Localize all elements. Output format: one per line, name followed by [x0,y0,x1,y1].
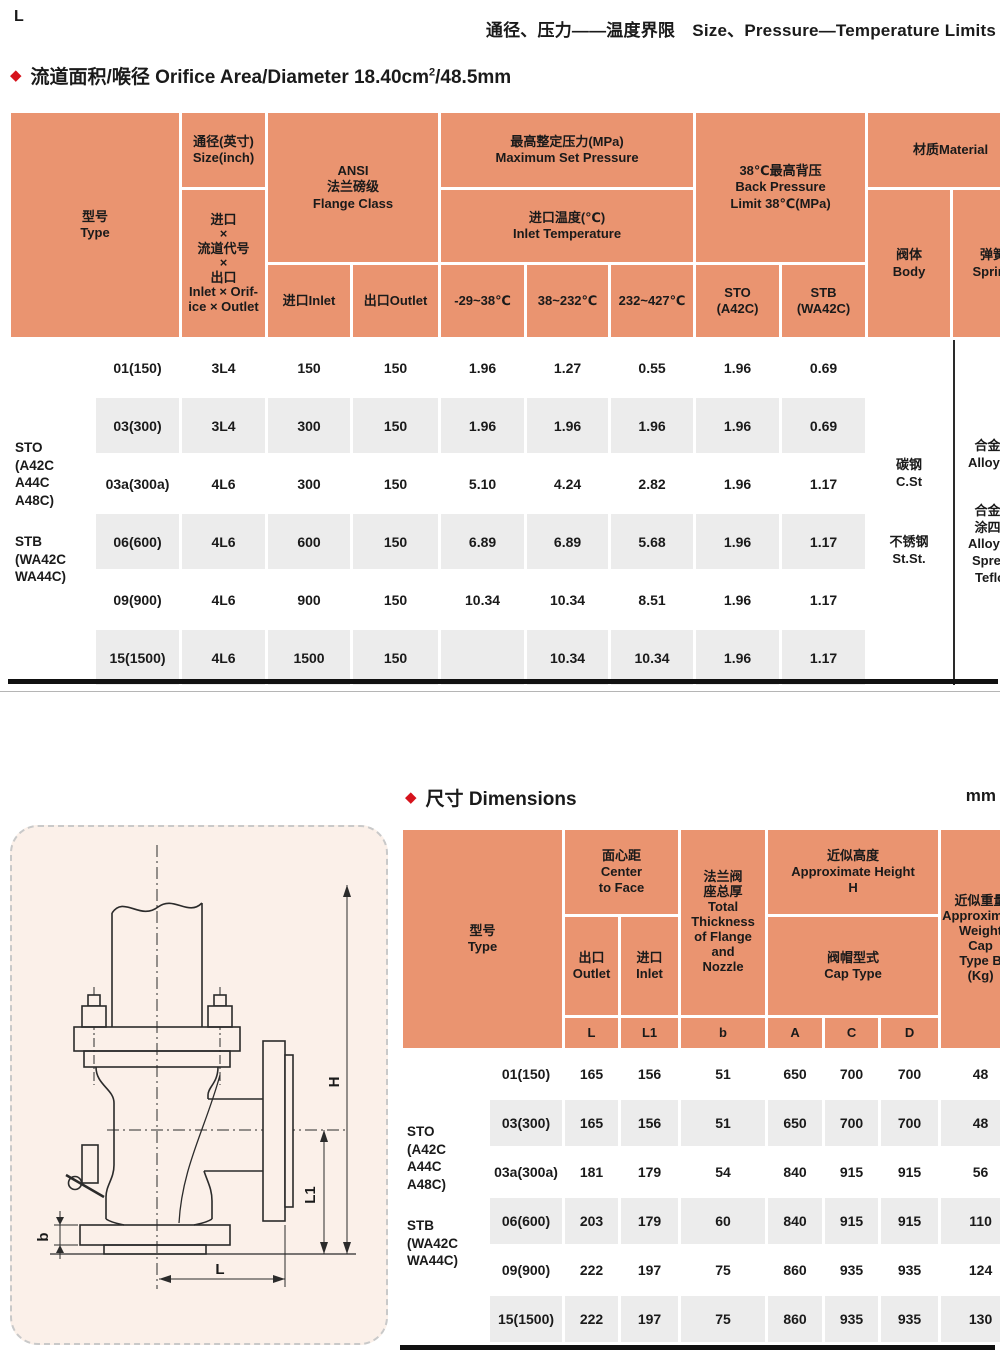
valve-drawing: H L1 L b [35,845,356,1289]
t2-h-C: C [825,1018,879,1048]
page-corner-label: L [14,8,24,25]
t1-h-inlet-temp: 进口温度(℃) Inlet Temperature [441,190,694,262]
dim-label-l: L [215,1261,224,1278]
t1-h-t2: 38~232℃ [527,265,609,337]
dimensions-table: 型号 Type 面心距 Center to Face 法兰阀 座总厚 Total… [400,827,1000,1345]
t1-h-outlet: 出口Outlet [353,265,439,337]
table-row: STO (A42C A44C A48C) STB (WA42C WA44C) 0… [403,1051,1000,1342]
table-row: 03a(300a) 181 179 54 840 915 915 56 [403,1149,1000,1195]
t1-h-spring: 弹簧 Spring [953,190,1000,337]
t1-h-stb: STB (WA42C) [782,265,866,337]
t1-group-labels: STO (A42C A44C A48C) STB (WA42C WA44C) [11,340,93,685]
section1-title: 流道面积/喉径 Orifice Area/Diameter 18.40cm2/4… [30,66,512,88]
section2-heading: ◆ 尺寸 Dimensions [405,784,577,811]
t1-material-body: 碳钢 C.St 不锈钢 St.St. [868,340,951,685]
divider-rule [0,691,1000,692]
group-sto-label: STO (A42C A44C A48C) [407,1124,447,1192]
t2-h-weight: 近似重量 Approximate Weight Cap Type B (Kg) [941,830,1000,1048]
t1-h-size: 通径(英寸) Size(inch) [182,113,266,187]
dim-label-l1: L1 [302,1186,319,1204]
t1-h-inlet: 进口Inlet [268,265,351,337]
table-row: 06(600) 203 179 60 840 915 915 110 [403,1198,1000,1244]
t2-h-D: D [881,1018,939,1048]
t1-material-spring: 合金钢 Alloy St. 合金钢 涂四氟 Alloy St. Spread T… [953,340,1000,685]
group-stb-label: STB (WA42C WA44C) [15,534,67,585]
table-row: 09(900) 222 197 75 860 935 935 124 [403,1247,1000,1293]
dim-label-h: H [326,1077,343,1088]
table-row: 03(300) 165 156 51 650 700 700 48 [403,1100,1000,1146]
table-row: 15(1500) 4L6 1500 150 10.34 10.34 1.96 1… [11,630,1000,685]
table-row: 09(900) 4L6 900 150 10.34 10.34 8.51 1.9… [11,572,1000,627]
section1-heading: ◆ 流道面积/喉径 Orifice Area/Diameter 18.40cm2… [10,62,511,89]
table-row: 06(600) 4L6 600 150 6.89 6.89 5.68 1.96 … [11,514,1000,569]
dim-label-b: b [35,1232,52,1241]
t2-group-labels: STO (A42C A44C A48C) STB (WA42C WA44C) [403,1051,487,1342]
t2-h-flange: 法兰阀 座总厚 Total Thickness of Flange and No… [681,830,766,1015]
t2-h-L: L [565,1018,619,1048]
t2-h-b: b [681,1018,766,1048]
table-row: 03a(300a) 4L6 300 150 5.10 4.24 2.82 1.9… [11,456,1000,511]
t1-h-backpressure: 38℃最高背压 Back Pressure Limit 38℃(MPa) [696,113,866,262]
t1-h-material: 材质Material [868,113,1000,187]
size-pressure-table: 型号 Type 通径(英寸) Size(inch) ANSI 法兰磅级 Flan… [8,110,1000,688]
t2-h-A: A [768,1018,823,1048]
valve-drawing-panel: H L1 L b [10,825,388,1345]
table-row: STO (A42C A44C A48C) STB (WA42C WA44C) 0… [11,340,1000,685]
t1-h-type: 型号 Type [11,113,180,337]
t2-h-inlet: 进口 Inlet [621,917,679,1015]
group-stb-label: STB (WA42C WA44C) [407,1218,459,1269]
t1-h-t1: -29~38℃ [441,265,525,337]
unit-label: mm [965,786,996,805]
t2-h-cap-type: 阀帽型式 Cap Type [768,917,939,1015]
table-row: 15(1500) 222 197 75 860 935 935 130 [403,1296,1000,1342]
group-sto-label: STO (A42C A44C A48C) [15,440,55,508]
section2-title: 尺寸 Dimensions [425,789,577,810]
t1-h-t3: 232~427℃ [611,265,694,337]
t2-h-outlet: 出口 Outlet [565,917,619,1015]
t1-h-maxset: 最高整定压力(MPa) Maximum Set Pressure [441,113,694,187]
t1-h-size-sub: 进口 × 流道代号 × 出口 Inlet × Orif- ice × Outle… [182,190,266,337]
t1-h-ansi: ANSI 法兰磅级 Flange Class [268,113,439,262]
diamond-icon: ◆ [10,67,22,84]
t2-h-type: 型号 Type [403,830,563,1048]
page-title: 通径、压力——温度界限 Size、Pressure—Temperature Li… [485,21,996,40]
diamond-icon: ◆ [405,789,417,806]
t2-h-center-to-face: 面心距 Center to Face [565,830,679,914]
table2-bottom-rule [400,1345,995,1350]
t1-h-sto: STO (A42C) [696,265,780,337]
t2-h-approx-height: 近似高度 Approximate Height H [768,830,939,914]
table-row: 03(300) 3L4 300 150 1.96 1.96 1.96 1.96 … [11,398,1000,453]
t2-h-L1: L1 [621,1018,679,1048]
table1-bottom-rule [8,679,998,684]
t1-h-body: 阀体 Body [868,190,951,337]
